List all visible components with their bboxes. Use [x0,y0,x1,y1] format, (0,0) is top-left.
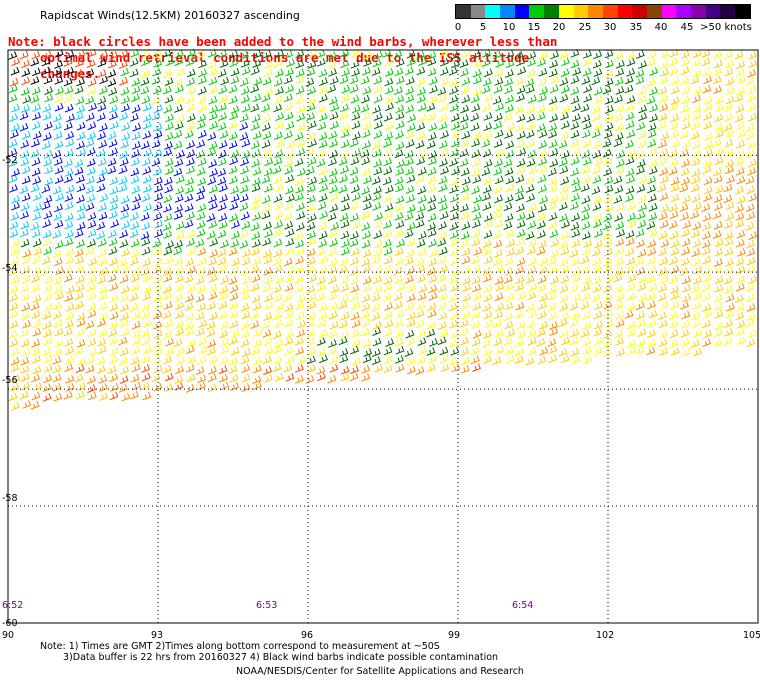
wind-barb-group [20,49,658,365]
longitude-label: 102 [596,630,615,641]
legend-swatch [573,5,589,18]
legend-swatch [470,5,486,18]
legend-swatch [632,5,647,18]
wind-barb-swath [8,48,758,411]
legend-swatch [500,5,515,18]
gridlines [8,50,758,623]
note-line-1: Note: black circles have been added to t… [8,34,558,49]
wind-barb-group [8,102,163,240]
longitude-label: 96 [301,630,314,641]
bottom-note: Note: 1) Times are GMT 2)Times along bot… [40,641,498,663]
legend-swatch [676,5,691,18]
bottom-note-line-2: 3)Data buffer is 22 hrs from 20160327 4)… [63,652,499,663]
legend-swatch [514,5,530,18]
wind-barb-group [9,48,481,402]
latitude-label: -58 [2,493,18,504]
speed-legend: 0 5 10 15 20 25 30 35 40 45 >50 knots [455,4,755,34]
legend-tick-label: 35 [629,22,643,33]
time-label: 6:53 [256,600,278,611]
legend-swatch [485,5,501,18]
legend-tick-label: 15 [527,22,541,33]
time-label: 6:54 [512,600,534,611]
legend-swatch [661,5,677,18]
legend-tick-label: 10 [502,22,516,33]
longitude-label: 93 [151,630,164,641]
map-frame [7,49,759,624]
latitude-label: -56 [2,375,18,386]
legend-swatch [602,5,618,18]
legend-tick-label: 5 [479,22,487,33]
legend-swatch [646,5,662,18]
legend-swatch [735,5,750,18]
legend-tick-label: 0 [454,22,462,33]
legend-swatch [705,5,721,18]
time-label: 6:52 [2,600,24,611]
legend-tick-label: 30 [603,22,617,33]
legend-tick-label: >50 knots [700,22,752,33]
latitude-label: -52 [2,155,18,166]
latitude-label: -54 [2,263,18,274]
legend-swatch [720,5,736,18]
wind-barb-group [8,102,251,240]
legend-tick-label: 25 [578,22,592,33]
longitude-label: 90 [2,630,15,641]
longitude-label: 99 [448,630,461,641]
legend-swatch [558,5,574,18]
legend-swatch [691,5,706,18]
map-title: Rapidscat Winds(12.5KM) 20160327 ascendi… [40,9,300,22]
legend-swatch [544,5,559,18]
footer-credit: NOAA/NESDIS/Center for Satellite Applica… [236,666,524,677]
wind-barb-group [8,48,757,366]
legend-swatch [617,5,633,18]
wind-barb-group [10,69,758,410]
legend-color-bar [455,4,751,19]
legend-swatch [456,5,471,18]
longitude-label: 105 [743,630,760,641]
legend-tick-label: 45 [680,22,694,33]
legend-swatch [529,5,545,18]
bottom-note-line-1: Note: 1) Times are GMT 2)Times along bot… [40,641,440,652]
wind-barb-group [8,48,758,411]
wind-barb-group [8,49,117,87]
latitude-label: -60 [2,618,18,629]
wind-barb-group [8,48,659,256]
legend-tick-label: 40 [654,22,668,33]
legend-swatch [588,5,603,18]
legend-tick-label: 20 [552,22,566,33]
